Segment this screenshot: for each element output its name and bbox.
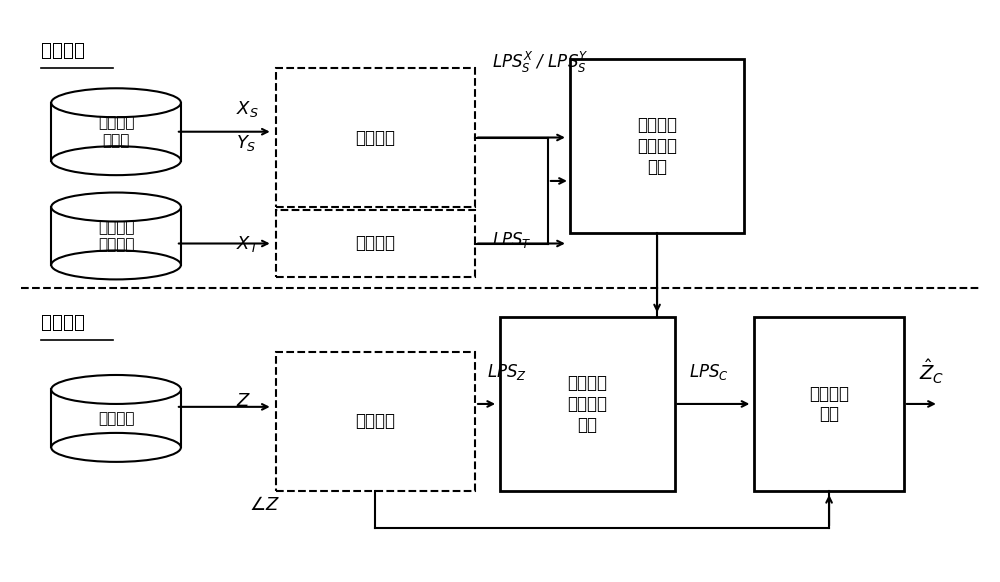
Bar — [276, 352, 475, 491]
Text: $\hat{Z}_C$: $\hat{Z}_C$ — [919, 358, 944, 386]
Text: 带标签源
域数据: 带标签源 域数据 — [98, 115, 134, 148]
Text: $\angle Z$: $\angle Z$ — [249, 496, 279, 514]
Bar — [570, 59, 744, 233]
Text: $LPS_Z$: $LPS_Z$ — [487, 362, 527, 382]
Bar — [276, 68, 475, 207]
Bar — [51, 103, 181, 161]
Text: $X_S$: $X_S$ — [236, 98, 258, 119]
Text: $LPS_S^X$ / $LPS_S^Y$: $LPS_S^X$ / $LPS_S^Y$ — [492, 49, 589, 74]
Ellipse shape — [51, 375, 181, 404]
Text: 增强阶段: 增强阶段 — [41, 314, 84, 332]
Text: 无标签目
标域数据: 无标签目 标域数据 — [98, 220, 134, 252]
Ellipse shape — [51, 88, 181, 117]
Text: 训练阶段: 训练阶段 — [41, 42, 84, 60]
Ellipse shape — [51, 250, 181, 279]
Text: 特征提取: 特征提取 — [355, 412, 395, 430]
Bar — [51, 389, 181, 448]
Text: 深度域自
适应模型
训练: 深度域自 适应模型 训练 — [637, 116, 677, 176]
Bar — [500, 317, 675, 491]
Text: 带噪样本: 带噪样本 — [98, 411, 134, 426]
Text: $Z$: $Z$ — [236, 392, 251, 410]
Text: 特征提取: 特征提取 — [355, 234, 395, 252]
Text: $LPS_T$: $LPS_T$ — [492, 230, 532, 250]
Text: $X_T$: $X_T$ — [236, 233, 259, 254]
Text: $Y_S$: $Y_S$ — [236, 133, 256, 153]
Text: 深度域自
适应模型
推断: 深度域自 适应模型 推断 — [567, 374, 607, 434]
Text: 重建增强
语音: 重建增强 语音 — [809, 385, 849, 423]
Bar — [754, 317, 904, 491]
Bar — [276, 210, 475, 276]
Ellipse shape — [51, 433, 181, 462]
Text: 特征提取: 特征提取 — [355, 129, 395, 147]
Bar — [51, 207, 181, 265]
Ellipse shape — [51, 146, 181, 175]
Ellipse shape — [51, 193, 181, 222]
Text: $LPS_C$: $LPS_C$ — [689, 362, 729, 382]
